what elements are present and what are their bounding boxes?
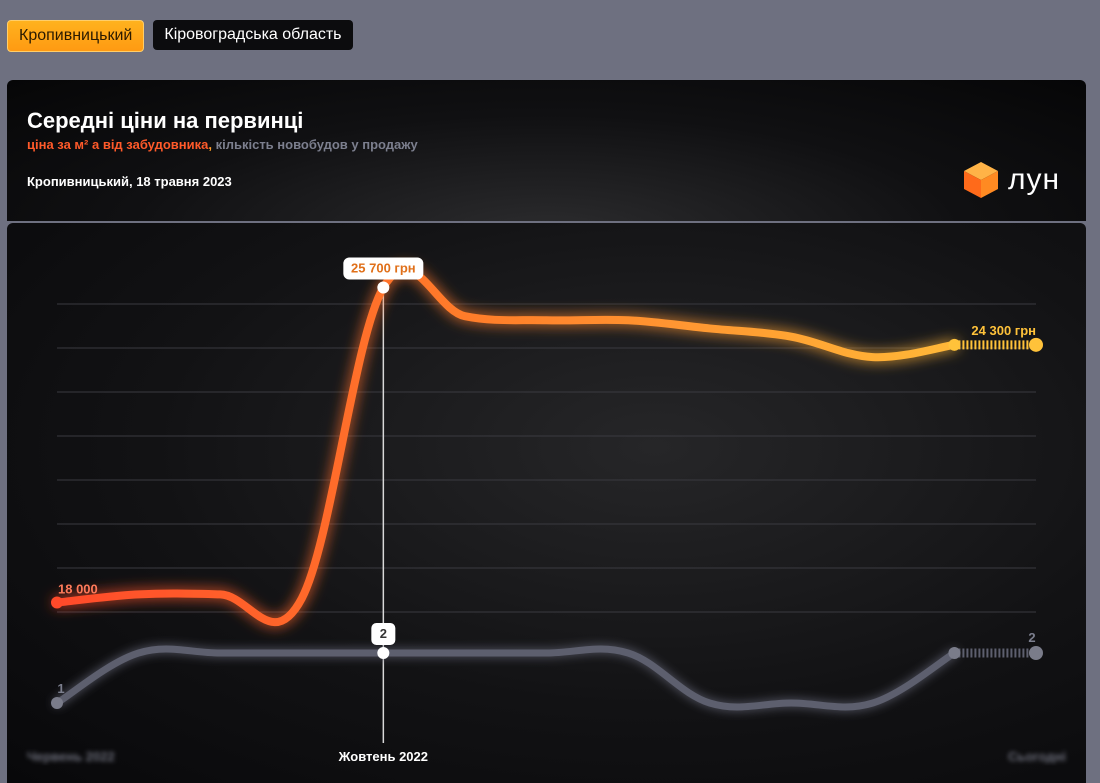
chart-subtitle: ціна за м² а від забудовника, кількість … bbox=[27, 137, 418, 152]
chart-panel: 18 000 24 300 грн 25 700 грн 1 2 2 Червень 202… bbox=[7, 223, 1086, 783]
chart-date-line: Кропивницький, 18 травня 2023 bbox=[27, 174, 232, 189]
subtitle-price-label: ціна за м² а від забудовника bbox=[27, 137, 209, 152]
chart-grid bbox=[57, 303, 1036, 613]
subtitle-separator: , bbox=[208, 137, 212, 152]
count-end-label: 2 bbox=[1028, 630, 1035, 645]
x-tick-label: Червень 2022 bbox=[27, 749, 115, 764]
count-point-highlight bbox=[377, 647, 390, 659]
price-point-highlight bbox=[377, 281, 390, 294]
tab-kropyvnytskyi[interactable]: Кропивницький bbox=[7, 20, 145, 52]
count-series-line bbox=[53, 645, 958, 711]
cube-logo-icon bbox=[964, 162, 998, 198]
price-point-start bbox=[51, 596, 63, 609]
price-point-today bbox=[1029, 337, 1043, 352]
subtitle-count-label: кількість новобудов у продажу bbox=[211, 137, 418, 152]
price-chart: 18 000 24 300 грн 25 700 грн 1 2 2 Червень 202… bbox=[27, 257, 1066, 764]
price-start-label: 18 000 bbox=[58, 582, 98, 597]
count-highlight-label: 2 bbox=[380, 626, 387, 641]
price-series-line bbox=[53, 265, 959, 627]
chart-labels: 18 000 24 300 грн 25 700 грн 1 2 2 Червень 202… bbox=[27, 257, 1066, 764]
chart-title: Середні ціни на первинці bbox=[27, 108, 304, 133]
location-tabs: Кропивницький Кіровоградська область bbox=[7, 20, 353, 52]
count-highlight-bubble bbox=[371, 623, 396, 645]
x-tick-label: Сьогодні bbox=[1008, 749, 1066, 764]
chart-header: Середні ціни на первинці ціна за м² а ві… bbox=[7, 80, 1086, 221]
x-tick-label: Жовтень 2022 bbox=[338, 749, 428, 764]
count-start-label: 1 bbox=[57, 681, 64, 696]
price-point-last bbox=[948, 338, 961, 351]
chart-points bbox=[51, 281, 1043, 709]
count-point-start bbox=[51, 697, 63, 709]
tab-kirovohrad-oblast[interactable]: Кіровоградська область bbox=[153, 20, 353, 50]
count-point-last bbox=[948, 647, 961, 659]
price-end-label: 24 300 грн bbox=[971, 323, 1036, 338]
logo-text: лун bbox=[1008, 163, 1061, 196]
count-point-today bbox=[1029, 646, 1043, 660]
price-highlight-bubble bbox=[343, 257, 424, 280]
price-highlight-label: 25 700 грн bbox=[351, 261, 416, 276]
lun-logo: лун bbox=[962, 160, 1060, 200]
